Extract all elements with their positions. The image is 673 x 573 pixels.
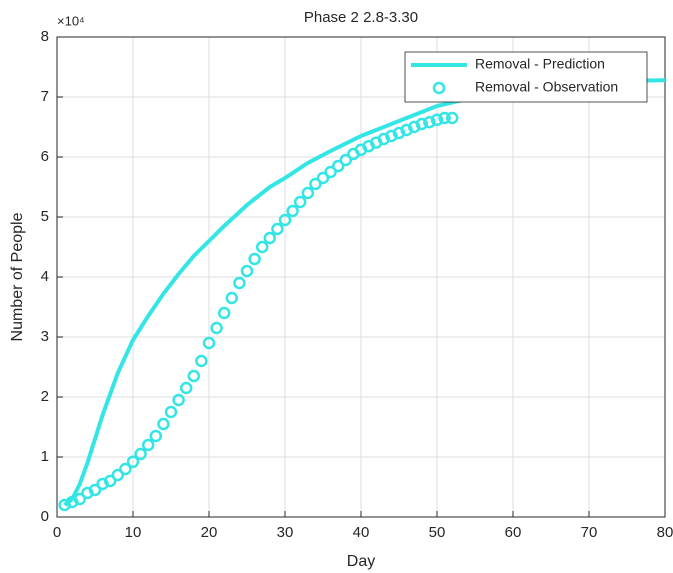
observation-marker (407, 120, 421, 134)
x-axis-label: Day (347, 553, 375, 570)
observation-marker (157, 417, 170, 431)
observation-marker (339, 153, 353, 167)
observation-marker (111, 468, 125, 482)
observation-marker (240, 264, 254, 278)
observation-marker (271, 222, 284, 236)
observation-marker (202, 336, 216, 350)
observation-marker (377, 132, 391, 146)
observation-marker (217, 306, 231, 320)
observation-marker (210, 321, 223, 335)
observation-marker (172, 393, 185, 407)
observation-marker (225, 291, 239, 305)
x-tick-label: 40 (353, 524, 370, 541)
y-tick-label: 0 (41, 508, 49, 525)
x-tick-label: 20 (201, 524, 218, 541)
observation-marker (103, 474, 117, 488)
observation-marker (96, 477, 109, 491)
observation-marker (263, 231, 277, 245)
x-tick-label: 30 (277, 524, 294, 541)
y-multiplier: ×10⁴ (57, 13, 85, 28)
observation-marker (400, 123, 413, 137)
observation-marker (73, 492, 87, 506)
observation-marker (301, 186, 315, 200)
y-tick-label: 6 (41, 148, 49, 165)
observation-marker (88, 483, 102, 497)
legend-label: Removal - Observation (475, 79, 618, 95)
observation-marker (331, 159, 345, 173)
y-tick-label: 3 (41, 328, 49, 345)
observation-marker (324, 165, 337, 179)
observation-marker (126, 455, 140, 469)
observation-marker (81, 486, 94, 500)
x-tick-label: 50 (429, 524, 446, 541)
axes-box (56, 36, 666, 518)
y-tick-label: 1 (41, 448, 49, 465)
observation-marker (392, 126, 406, 140)
x-tick-label: 80 (657, 524, 673, 541)
observation-marker (141, 438, 155, 452)
observation-marker (134, 447, 147, 461)
y-tick-label: 8 (41, 28, 49, 45)
x-tick-label: 0 (53, 524, 61, 541)
observation-marker (195, 354, 208, 368)
observation-marker (119, 462, 132, 476)
y-tick-label: 5 (41, 208, 49, 225)
legend-box (404, 51, 648, 103)
y-axis-label: Number of People (9, 212, 26, 341)
observation-marker (415, 117, 429, 131)
observation-marker (149, 429, 163, 443)
observation-marker (179, 381, 193, 395)
x-tick-label: 10 (125, 524, 142, 541)
y-tick-label: 2 (41, 388, 49, 405)
observation-marker (164, 405, 178, 419)
observation-marker (278, 213, 292, 227)
observation-marker (445, 111, 459, 125)
observation-marker (316, 171, 330, 185)
observation-marker (286, 204, 299, 218)
legend-label: Removal - Prediction (475, 56, 605, 72)
observation-marker (309, 177, 322, 191)
observation-marker (248, 252, 261, 266)
observation-marker (438, 111, 451, 125)
observation-marker (233, 276, 246, 290)
observation-marker (430, 113, 444, 127)
observation-marker (255, 240, 269, 254)
y-tick-label: 4 (41, 268, 49, 285)
y-tick-label: 7 (41, 88, 49, 105)
x-tick-label: 60 (505, 524, 522, 541)
legend-marker (432, 81, 446, 95)
observation-marker (58, 498, 71, 512)
observation-marker (293, 195, 307, 209)
x-tick-label: 70 (581, 524, 598, 541)
chart-title: Phase 2 2.8-3.30 (304, 9, 418, 26)
observation-marker (423, 115, 436, 129)
observation-marker (385, 129, 398, 143)
observation-marker (187, 369, 201, 383)
observation-marker (65, 495, 79, 509)
